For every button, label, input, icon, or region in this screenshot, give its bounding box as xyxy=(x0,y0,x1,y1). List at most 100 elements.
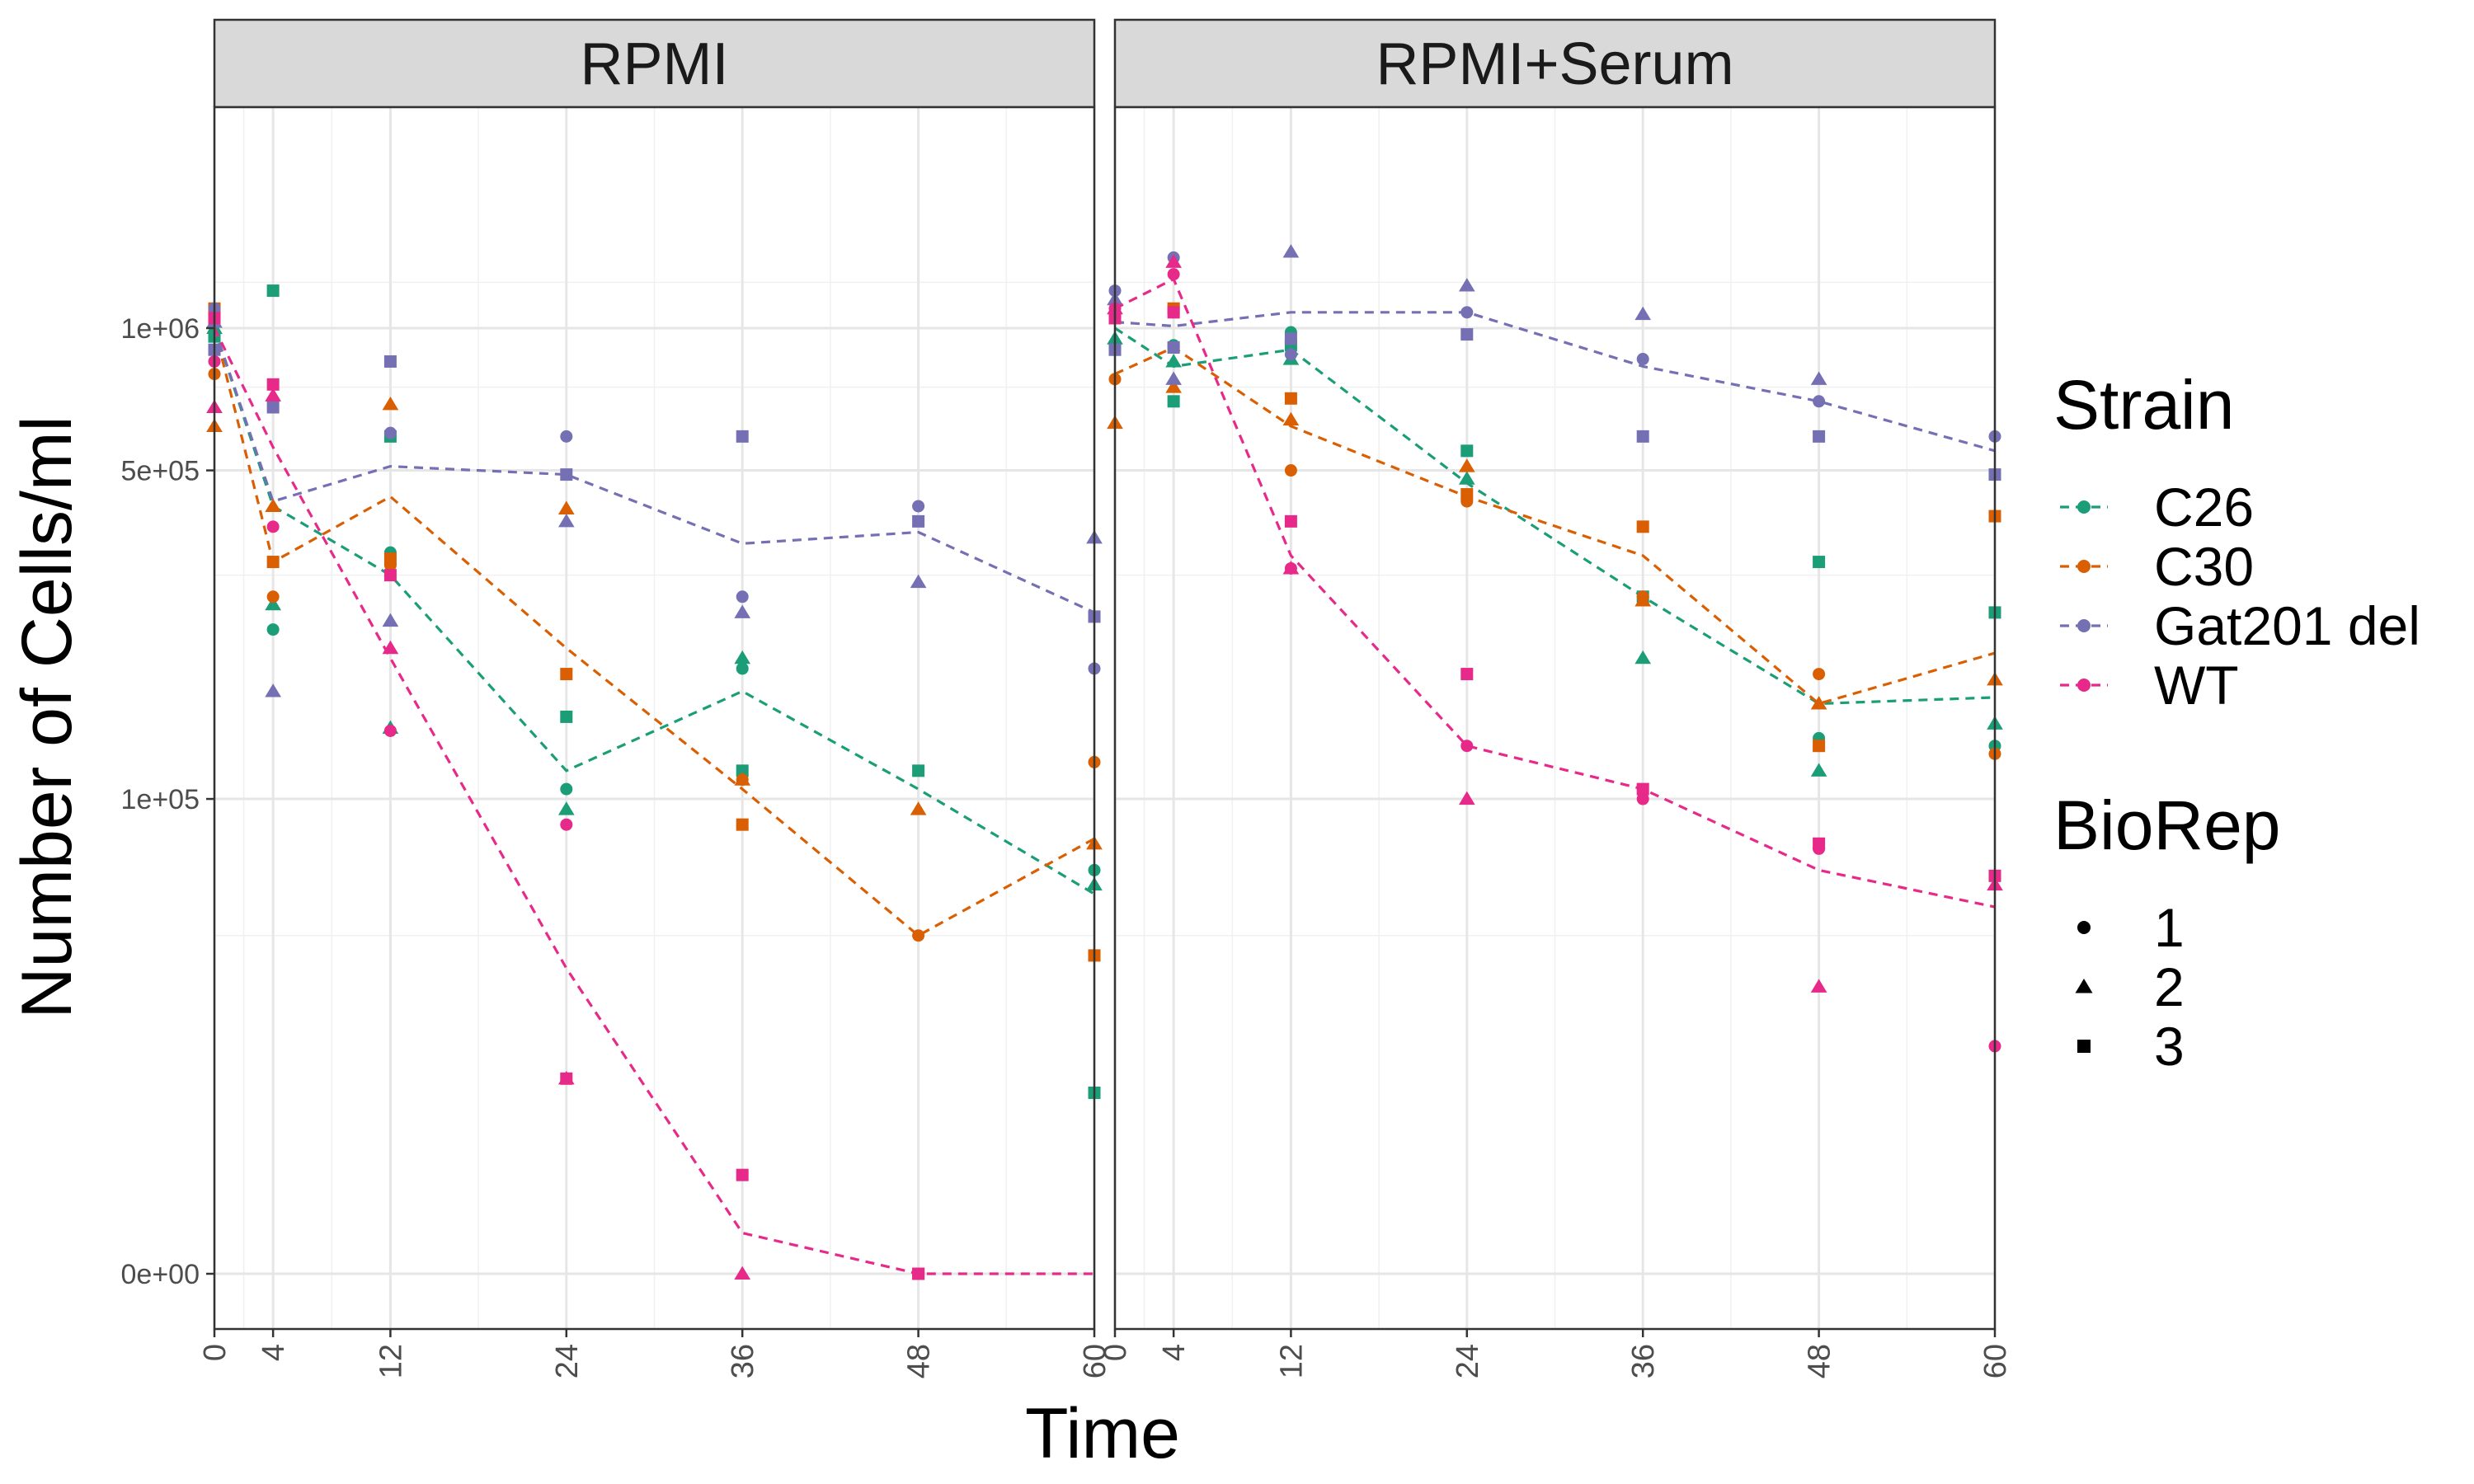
data-point xyxy=(1813,395,1826,408)
data-point xyxy=(1810,371,1827,385)
panel-strip-title: RPMI xyxy=(581,31,729,97)
data-point xyxy=(1460,328,1474,341)
x-tick-label: 4 xyxy=(256,1344,291,1361)
x-axis-title: Time xyxy=(1025,1394,1180,1473)
data-point xyxy=(1813,740,1826,753)
panel-strip xyxy=(213,18,1096,109)
data-point xyxy=(734,650,751,665)
data-point xyxy=(1284,464,1297,477)
x-axis-ticks: 0 4 12 24 36 48 60 xyxy=(1098,1329,2013,1378)
data-point xyxy=(1458,458,1475,472)
data-point xyxy=(1284,514,1297,528)
data-point xyxy=(1282,244,1300,258)
legend-strain-label: WT xyxy=(2154,655,2239,716)
data-point xyxy=(560,1072,573,1085)
data-point xyxy=(1634,593,1652,607)
legend-strain-item: C30 xyxy=(2060,536,2254,597)
data-point xyxy=(1813,430,1826,443)
data-point xyxy=(734,772,751,786)
data-point xyxy=(1810,763,1827,777)
data-point xyxy=(1636,353,1649,366)
data-point xyxy=(557,801,575,815)
data-point xyxy=(736,818,749,831)
legend-key-point xyxy=(2077,619,2091,632)
data-point xyxy=(912,929,925,942)
data-point xyxy=(266,590,280,603)
data-point xyxy=(1165,371,1182,385)
data-point xyxy=(1460,668,1474,681)
x-tick-label: 12 xyxy=(1274,1344,1309,1378)
data-point xyxy=(265,596,281,611)
data-point xyxy=(910,574,927,589)
data-point xyxy=(1284,332,1297,345)
data-point xyxy=(560,468,573,481)
legend-biorep-items: 123 xyxy=(2075,897,2185,1077)
legend-biorep-label: 2 xyxy=(2154,956,2185,1017)
data-point xyxy=(1636,782,1649,796)
data-point xyxy=(557,514,575,528)
data-point xyxy=(1167,268,1180,281)
data-point xyxy=(560,430,573,443)
data-point xyxy=(1634,306,1652,321)
x-axis-ticks: 0 4 12 24 36 48 60 xyxy=(198,1329,1112,1378)
data-point xyxy=(1813,668,1826,681)
x-tick-label: 0 xyxy=(198,1344,233,1361)
panel-strip xyxy=(1113,18,1997,109)
data-point xyxy=(1165,379,1182,393)
data-point xyxy=(736,430,749,443)
data-point xyxy=(734,604,751,618)
x-tick-label: 12 xyxy=(374,1344,408,1378)
data-point xyxy=(1460,306,1474,319)
x-tick-label: 0 xyxy=(1098,1344,1133,1361)
data-point xyxy=(560,818,573,831)
data-point xyxy=(1284,392,1297,405)
data-point xyxy=(1810,696,1827,710)
legend-biorep-label: 3 xyxy=(2154,1016,2185,1077)
legend-key-point xyxy=(2077,679,2091,692)
data-point xyxy=(912,1267,925,1280)
data-point xyxy=(912,764,925,777)
data-point xyxy=(1813,556,1826,569)
data-point xyxy=(1636,430,1649,443)
data-point xyxy=(265,683,281,697)
panel-1: RPMI 0 4 12 24 36 48 60 0e+00 1e+05 5e+05 1e+06 xyxy=(121,18,1112,1378)
data-point xyxy=(1810,979,1827,993)
x-tick-label: 48 xyxy=(902,1344,937,1378)
data-point xyxy=(266,378,280,391)
data-point xyxy=(1165,354,1182,368)
data-point xyxy=(1636,792,1649,805)
data-point xyxy=(557,500,575,514)
data-point xyxy=(1460,488,1474,501)
data-point xyxy=(1167,340,1180,354)
legend-strain-title: Strain xyxy=(2053,366,2234,444)
data-point xyxy=(736,1168,749,1181)
legend-strain-label: Gat201 del xyxy=(2154,595,2420,656)
series-layer xyxy=(1107,244,2003,1053)
data-point xyxy=(1460,740,1474,753)
legend-shape-key xyxy=(2075,979,2093,993)
y-axis-ticks: 0e+00 1e+05 5e+05 1e+06 xyxy=(121,313,214,1290)
x-tick-label: 24 xyxy=(550,1344,585,1378)
data-point xyxy=(266,401,280,414)
data-point xyxy=(736,662,749,675)
panel-2: RPMI+Serum 0 4 12 24 36 48 60 xyxy=(1098,18,2013,1378)
data-point xyxy=(1165,254,1182,268)
data-point xyxy=(1167,306,1180,319)
data-point xyxy=(1458,278,1475,292)
data-point xyxy=(910,801,927,815)
panel-border xyxy=(213,106,1096,1331)
panel-strip-title: RPMI+Serum xyxy=(1376,31,1733,97)
legend-strain-item: Gat201 del xyxy=(2060,595,2420,656)
y-tick-label: 0e+00 xyxy=(121,1259,200,1290)
legend-biorep-title: BioRep xyxy=(2053,787,2281,864)
data-point xyxy=(912,514,925,528)
legend-strain-item: WT xyxy=(2060,655,2239,716)
data-point xyxy=(560,710,573,723)
data-point xyxy=(383,724,397,737)
data-point xyxy=(912,500,925,513)
y-tick-label: 5e+05 xyxy=(121,456,200,487)
data-point xyxy=(383,569,397,582)
panel-border xyxy=(1113,106,1997,1331)
data-point xyxy=(1813,837,1826,850)
